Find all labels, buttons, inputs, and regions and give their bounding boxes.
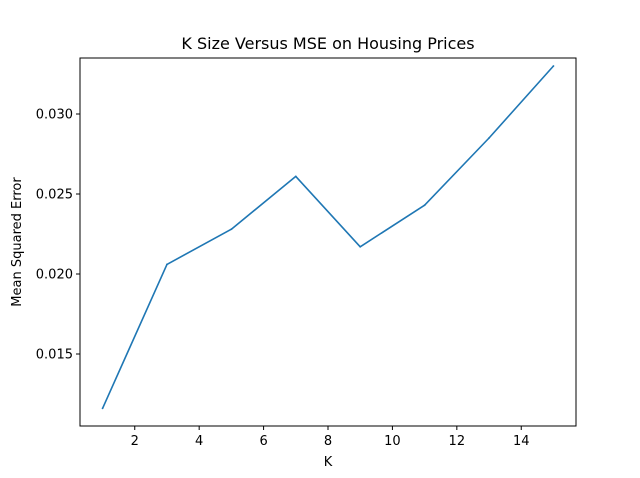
x-tick-label: 12: [449, 434, 466, 449]
plot-frame: [79, 57, 577, 427]
x-axis: 2 4 6 8 10 12 14: [131, 426, 530, 449]
data-point: [552, 65, 555, 67]
data-point: [101, 407, 104, 410]
data-point: [488, 137, 490, 139]
plot-area: [101, 65, 555, 410]
x-tick-label: 14: [513, 434, 530, 449]
y-tick-label: 0.030: [36, 108, 73, 123]
y-axis-label: Mean Squared Error: [10, 177, 25, 307]
x-tick-label: 4: [195, 434, 203, 449]
x-tick-label: 10: [384, 434, 401, 449]
y-tick-label: 0.020: [36, 268, 73, 283]
x-axis-label: K: [324, 455, 333, 470]
y-tick-label: 0.015: [36, 348, 73, 363]
x-tick-label: 6: [259, 434, 267, 449]
data-point: [230, 228, 233, 231]
data-point: [294, 175, 297, 178]
y-axis: 0.015 0.020 0.025 0.030: [36, 108, 80, 363]
data-point: [423, 204, 426, 207]
series-line: [101, 65, 555, 409]
x-tick-label: 2: [131, 434, 139, 449]
x-tick-label: 8: [324, 434, 332, 449]
data-point: [166, 263, 168, 266]
data-point: [359, 245, 362, 248]
y-tick-label: 0.025: [36, 188, 73, 203]
chart-title: K Size Versus MSE on Housing Prices: [181, 34, 474, 53]
